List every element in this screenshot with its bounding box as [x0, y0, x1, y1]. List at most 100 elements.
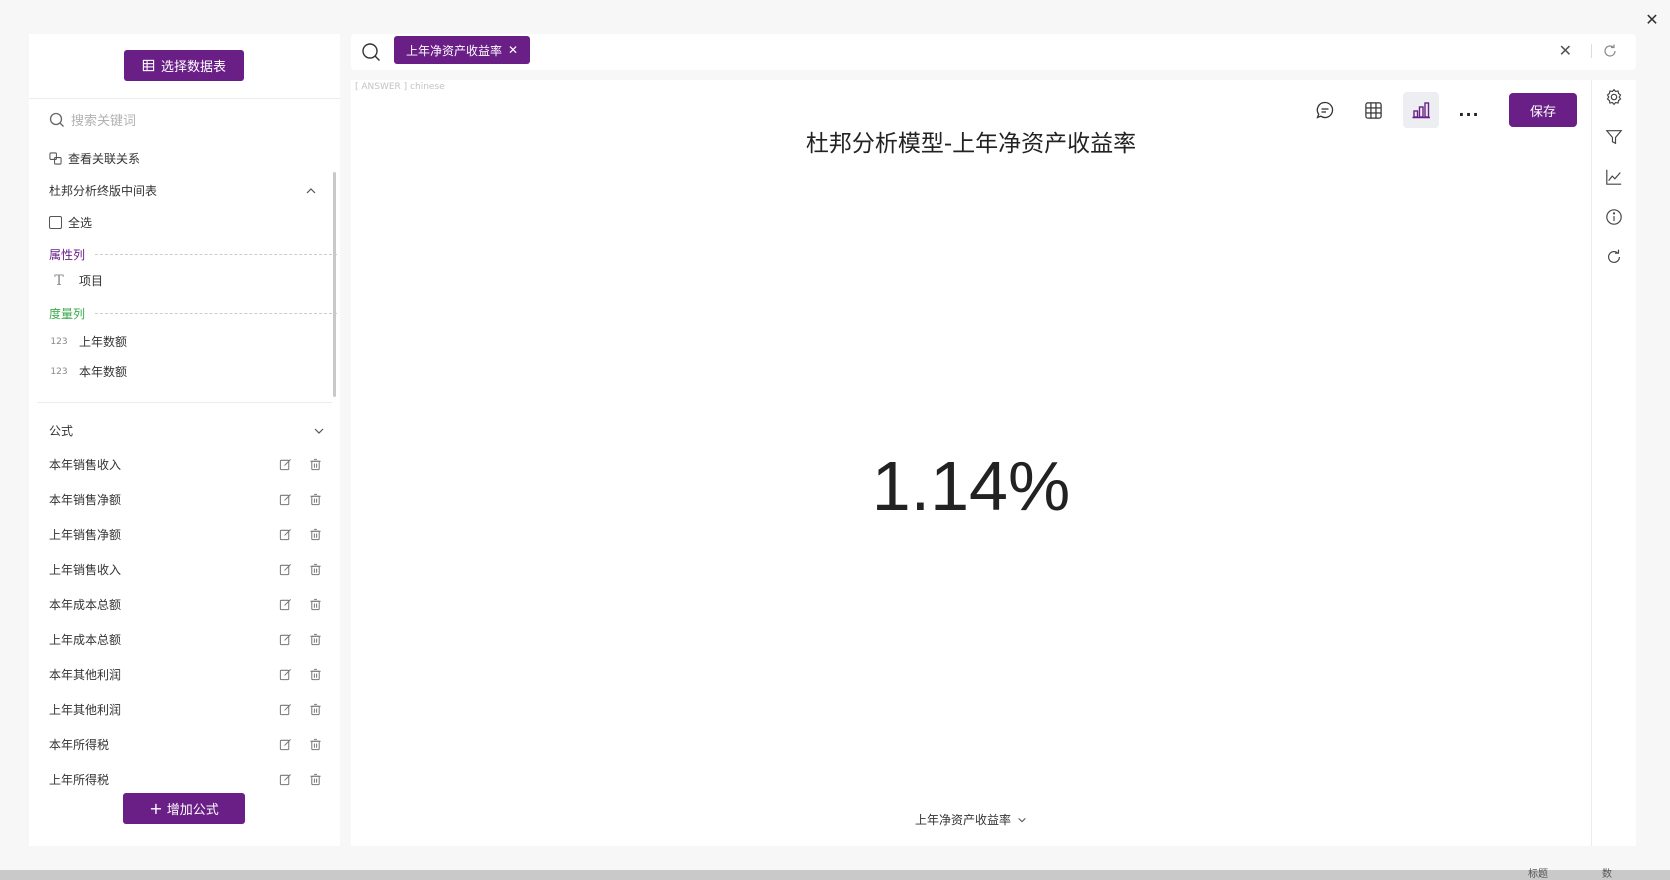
- bar-chart-icon: [1412, 102, 1430, 119]
- select-table-button[interactable]: 选择数据表: [124, 50, 244, 81]
- field-item[interactable]: 123 本年数额: [49, 363, 127, 380]
- comment-button[interactable]: [1307, 92, 1343, 128]
- trash-icon[interactable]: [309, 668, 323, 682]
- trash-icon[interactable]: [309, 528, 323, 542]
- query-chip[interactable]: 上年净资产收益率 ✕: [394, 36, 531, 64]
- edit-icon[interactable]: [279, 563, 293, 577]
- trash-icon[interactable]: [309, 458, 323, 472]
- field-item[interactable]: T 项目: [49, 272, 103, 289]
- formula-section-header[interactable]: 公式: [49, 422, 325, 439]
- view-relations-label: 查看关联关系: [68, 152, 141, 166]
- dashed-divider: [95, 313, 337, 314]
- formula-actions: [279, 528, 323, 542]
- formula-actions: [279, 668, 323, 682]
- scrollbar[interactable]: [333, 172, 336, 397]
- formula-section-label: 公式: [49, 424, 74, 438]
- right-sidebar: [1592, 80, 1636, 846]
- edit-icon[interactable]: [279, 458, 293, 472]
- formula-item[interactable]: 上年成本总额: [49, 622, 325, 657]
- clear-search-icon[interactable]: ✕: [1558, 41, 1572, 60]
- formula-actions: [279, 738, 323, 752]
- select-all-checkbox[interactable]: 全选: [49, 214, 92, 231]
- trash-icon[interactable]: [309, 773, 323, 787]
- formula-item[interactable]: 本年成本总额: [49, 587, 325, 622]
- reset-icon[interactable]: [1605, 248, 1623, 266]
- info-icon[interactable]: [1605, 208, 1623, 226]
- table-icon: [142, 59, 155, 72]
- add-formula-button[interactable]: + 增加公式: [123, 793, 245, 824]
- formula-item[interactable]: 本年销售收入: [49, 447, 325, 482]
- trash-icon[interactable]: [309, 563, 323, 577]
- formula-item[interactable]: 上年其他利润: [49, 692, 325, 727]
- kpi-value: 1.14%: [871, 447, 1071, 525]
- measure-section-label: 度量列: [49, 305, 337, 322]
- formula-name: 本年销售收入: [49, 458, 122, 472]
- background-text: 数: [1602, 869, 1612, 880]
- left-panel: 选择数据表 搜索关键词 查看关联关系 杜邦分析终版中间表 全选 属性列 T 项目…: [29, 34, 340, 846]
- edit-icon[interactable]: [279, 738, 293, 752]
- measure-selector[interactable]: 上年净资产收益率: [351, 811, 1591, 828]
- formula-item[interactable]: 上年所得税: [49, 762, 325, 797]
- chart-title: 杜邦分析模型-上年净资产收益率: [805, 131, 1137, 157]
- edit-icon[interactable]: [279, 703, 293, 717]
- table-section-header[interactable]: 杜邦分析终版中间表: [49, 182, 317, 199]
- query-search-bar[interactable]: 上年净资产收益率 ✕ ✕: [351, 34, 1636, 70]
- more-icon: ...: [1458, 100, 1480, 120]
- dashed-divider: [95, 254, 337, 255]
- formula-actions: [279, 563, 323, 577]
- more-button[interactable]: ...: [1451, 92, 1487, 128]
- formula-item[interactable]: 上年销售净额: [49, 517, 325, 552]
- formula-name: 上年销售收入: [49, 563, 122, 577]
- formula-actions: [279, 703, 323, 717]
- chevron-up-icon[interactable]: [305, 185, 317, 197]
- search-icon: [49, 112, 64, 127]
- trash-icon[interactable]: [309, 738, 323, 752]
- view-relations-link[interactable]: 查看关联关系: [49, 150, 140, 167]
- checkbox-box[interactable]: [49, 216, 62, 229]
- field-search-input[interactable]: 搜索关键词: [49, 110, 136, 129]
- answer-panel: [ ANSWER ] chinese ... 保存 杜邦分析模型-上年净资产收益…: [351, 80, 1591, 846]
- trash-icon[interactable]: [309, 703, 323, 717]
- field-name: 本年数额: [79, 365, 128, 379]
- formula-name: 上年成本总额: [49, 633, 122, 647]
- trend-line-icon[interactable]: [1605, 168, 1623, 186]
- formula-name: 上年销售净额: [49, 528, 122, 542]
- field-name: 项目: [79, 274, 104, 288]
- edit-icon[interactable]: [279, 528, 293, 542]
- chevron-down-icon[interactable]: [313, 425, 325, 437]
- edit-icon[interactable]: [279, 493, 293, 507]
- refresh-icon[interactable]: [1602, 43, 1618, 59]
- separator: [1591, 44, 1592, 58]
- edit-icon[interactable]: [279, 668, 293, 682]
- trash-icon[interactable]: [309, 598, 323, 612]
- formula-name: 本年销售净额: [49, 493, 122, 507]
- filter-icon[interactable]: [1605, 128, 1623, 146]
- formula-item[interactable]: 本年其他利润: [49, 657, 325, 692]
- select-all-label: 全选: [68, 216, 93, 230]
- edit-icon[interactable]: [279, 598, 293, 612]
- formula-actions: [279, 633, 323, 647]
- save-button[interactable]: 保存: [1509, 93, 1577, 127]
- select-table-label: 选择数据表: [160, 60, 226, 75]
- divider: [1591, 80, 1592, 846]
- divider: [37, 402, 332, 403]
- trash-icon[interactable]: [309, 493, 323, 507]
- settings-gear-icon[interactable]: [1605, 88, 1623, 106]
- divider: [29, 98, 340, 99]
- measure-selector-label: 上年净资产收益率: [914, 813, 1011, 827]
- chart-view-button[interactable]: [1403, 92, 1439, 128]
- formula-item[interactable]: 本年所得税: [49, 727, 325, 762]
- plus-icon: +: [149, 798, 163, 818]
- trash-icon[interactable]: [309, 633, 323, 647]
- background-strip: [0, 870, 1670, 880]
- chip-remove-icon[interactable]: ✕: [508, 43, 519, 57]
- edit-icon[interactable]: [279, 633, 293, 647]
- edit-icon[interactable]: [279, 773, 293, 787]
- chevron-down-icon: [1018, 817, 1026, 822]
- window-close-icon[interactable]: ✕: [1645, 10, 1659, 29]
- relation-icon: [49, 152, 62, 165]
- field-item[interactable]: 123 上年数额: [49, 333, 127, 350]
- formula-item[interactable]: 本年销售净额: [49, 482, 325, 517]
- formula-item[interactable]: 上年销售收入: [49, 552, 325, 587]
- table-view-button[interactable]: [1355, 92, 1391, 128]
